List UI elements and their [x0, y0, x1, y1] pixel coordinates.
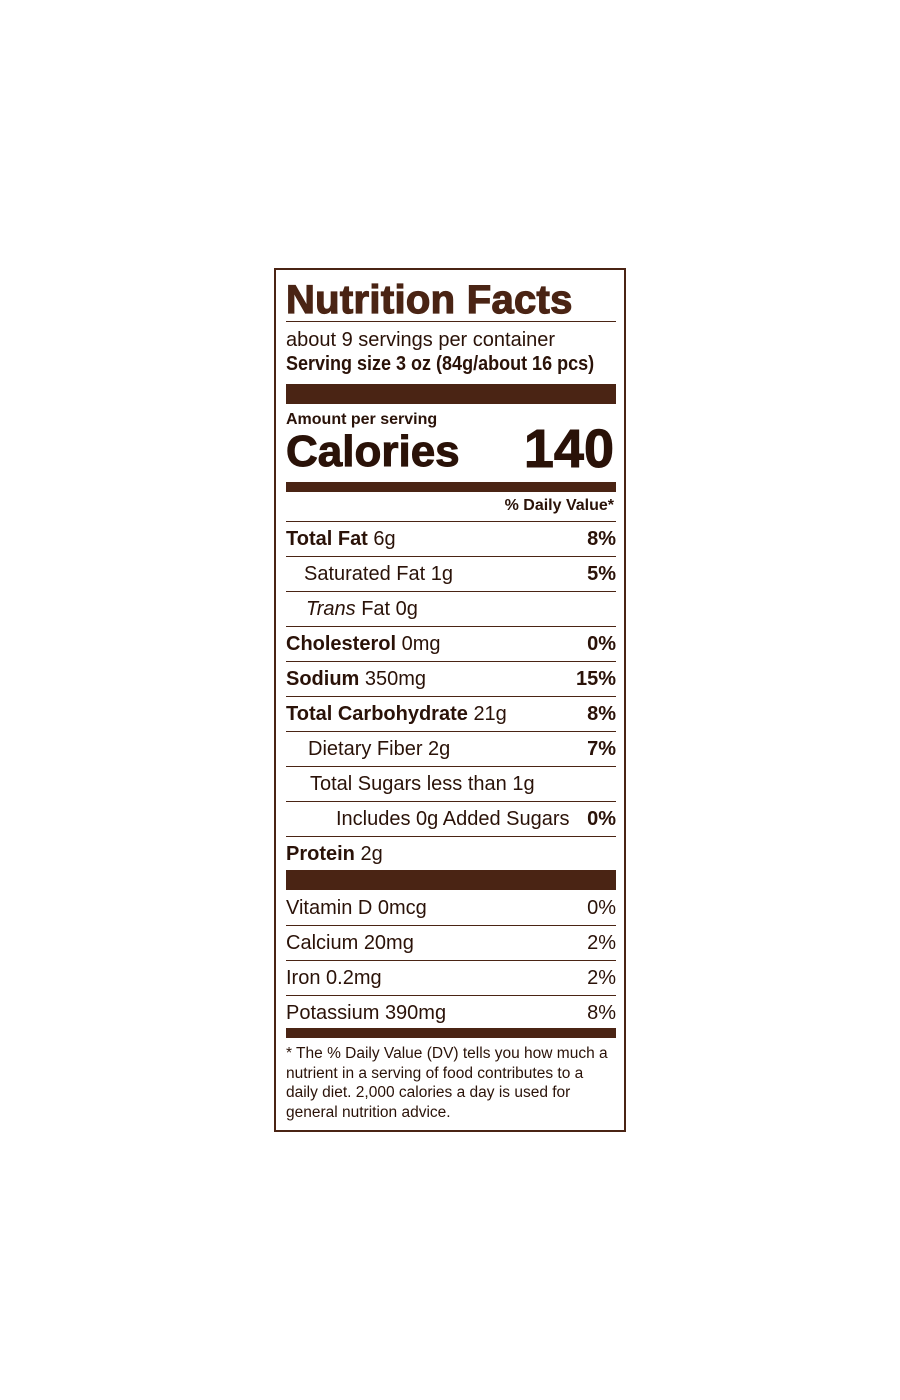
vitamin-row: Vitamin D 0mcg 0% — [286, 891, 616, 926]
nutrient-name: Sodium — [286, 667, 360, 690]
nutrient-amount: 0mg — [401, 632, 441, 655]
vitamin-amount: 20mg — [363, 931, 414, 954]
nutrient-name-rest: Fat — [361, 597, 391, 620]
medium-divider — [286, 482, 616, 492]
nutrient-label: Saturated Fat 1g — [286, 563, 453, 586]
vitamin-name: Iron — [286, 966, 321, 989]
nutrient-label: Includes 0g Added Sugars — [286, 808, 570, 831]
nutrient-label: Trans Fat 0g — [286, 598, 418, 621]
nutrient-row: Total Sugars less than 1g — [286, 767, 616, 802]
vitamin-label: Vitamin D 0mcg — [286, 897, 427, 920]
nutrient-dv: 8% — [587, 527, 616, 550]
nutrient-label: Dietary Fiber 2g — [286, 738, 450, 761]
nutrient-name: Saturated Fat — [304, 562, 426, 585]
nutrient-dv: 0% — [587, 632, 616, 655]
nutrient-label: Total Fat 6g — [286, 528, 396, 551]
vitamin-dv: 2% — [587, 931, 616, 954]
thick-divider — [286, 384, 616, 404]
nutrient-dv: 0% — [587, 807, 616, 830]
nutrient-name: Cholesterol — [286, 632, 397, 655]
vitamin-name: Potassium — [286, 1001, 380, 1024]
nutrient-label: Sodium 350mg — [286, 668, 426, 691]
nutrient-name: Includes 0g Added Sugars — [336, 807, 570, 830]
nutrient-dv: 7% — [587, 737, 616, 760]
nutrient-name: Protein — [286, 842, 355, 865]
nutrient-row: Saturated Fat 1g 5% — [286, 557, 616, 592]
nutrient-row: Total Fat 6g 8% — [286, 522, 616, 557]
vitamin-name: Vitamin D — [286, 896, 373, 919]
vitamin-amount: 0.2mg — [326, 966, 382, 989]
nutrient-row: Dietary Fiber 2g 7% — [286, 732, 616, 767]
vitamin-label: Iron 0.2mg — [286, 967, 382, 990]
daily-value-header: % Daily Value* — [504, 497, 614, 514]
label-title: Nutrition Facts — [285, 277, 573, 322]
nutrient-amount: 0g — [395, 597, 418, 620]
nutrient-name: Dietary Fiber — [308, 737, 423, 760]
nutrient-row: Trans Fat 0g — [286, 592, 616, 627]
nutrient-row: Protein 2g — [286, 837, 616, 871]
nutrient-dv: 8% — [587, 702, 616, 725]
nutrient-dv: 5% — [587, 562, 616, 585]
nutrient-row: Total Carbohydrate 21g 8% — [286, 697, 616, 732]
calories-value: 140 — [523, 419, 614, 480]
nutrient-name: Trans — [306, 597, 356, 620]
nutrient-amount: 6g — [373, 527, 396, 550]
vitamin-dv: 8% — [587, 1001, 616, 1024]
divider — [286, 321, 616, 322]
nutrient-name: Total Fat — [286, 527, 368, 550]
thick-divider — [286, 870, 616, 890]
nutrient-name: Total Sugars — [310, 772, 422, 795]
servings-per-container: about 9 servings per container — [286, 329, 556, 351]
vitamin-amount: 0mcg — [377, 896, 427, 919]
vitamin-label: Calcium 20mg — [286, 932, 414, 955]
nutrient-row: Cholesterol 0mg 0% — [286, 627, 616, 662]
nutrient-amount: 2g — [360, 842, 383, 865]
nutrient-dv: 15% — [575, 667, 616, 690]
vitamin-row: Potassium 390mg 8% — [286, 996, 616, 1030]
vitamin-amount: 390mg — [384, 1001, 447, 1024]
nutrient-label: Protein 2g — [286, 843, 383, 866]
nutrient-label: Total Carbohydrate 21g — [286, 703, 507, 726]
nutrient-row: Includes 0g Added Sugars 0% — [286, 802, 616, 837]
nutrient-label: Cholesterol 0mg — [286, 633, 441, 656]
nutrient-amount: less than 1g — [426, 772, 535, 795]
divider — [286, 521, 616, 522]
nutrient-amount: 2g — [428, 737, 451, 760]
vitamin-label: Potassium 390mg — [286, 1002, 446, 1025]
nutrient-name: Total Carbohydrate — [286, 702, 468, 725]
calories-label: Calories — [286, 427, 461, 477]
nutrient-amount: 21g — [473, 702, 507, 725]
footnote: * The % Daily Value (DV) tells you how m… — [286, 1045, 608, 1121]
nutrient-amount: 1g — [430, 562, 453, 585]
vitamin-row: Calcium 20mg 2% — [286, 926, 616, 961]
vitamin-dv: 0% — [587, 896, 616, 919]
serving-size: Serving size 3 oz (84g/about 16 pcs) — [286, 353, 595, 375]
nutrient-label: Total Sugars less than 1g — [286, 773, 535, 796]
vitamin-row: Iron 0.2mg 2% — [286, 961, 616, 996]
medium-divider — [286, 1028, 616, 1038]
vitamin-dv: 2% — [587, 966, 616, 989]
nutrient-amount: 350mg — [364, 667, 427, 690]
vitamin-name: Calcium — [286, 931, 359, 954]
nutrition-facts-label: Nutrition Facts about 9 servings per con… — [274, 268, 626, 1132]
amount-per-serving: Amount per serving — [286, 411, 438, 428]
nutrient-row: Sodium 350mg 15% — [286, 662, 616, 697]
